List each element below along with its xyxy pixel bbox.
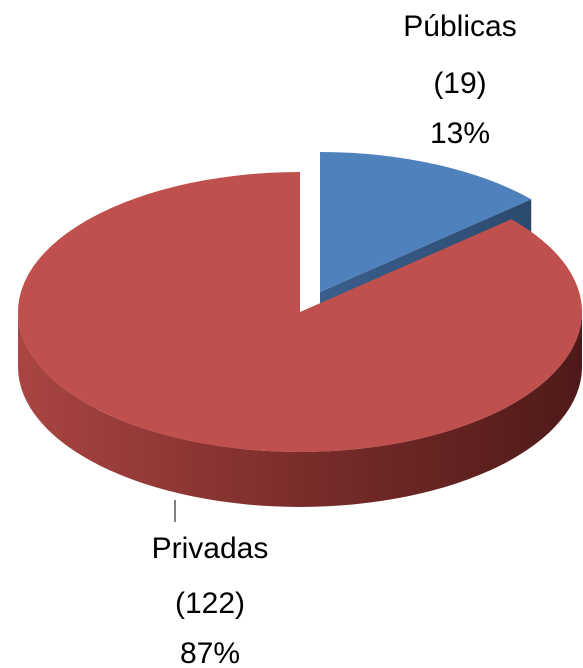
percent-label: 87% — [180, 637, 240, 668]
value-label: (19) — [433, 67, 486, 100]
percent-label: 13% — [430, 117, 490, 150]
slice-label: Privadas — [152, 532, 269, 565]
pie-slice — [17, 172, 582, 452]
slice-side — [18, 312, 582, 507]
pie-slice — [320, 152, 532, 292]
slice-label: Públicas — [403, 10, 516, 43]
value-label: (122) — [175, 587, 245, 620]
